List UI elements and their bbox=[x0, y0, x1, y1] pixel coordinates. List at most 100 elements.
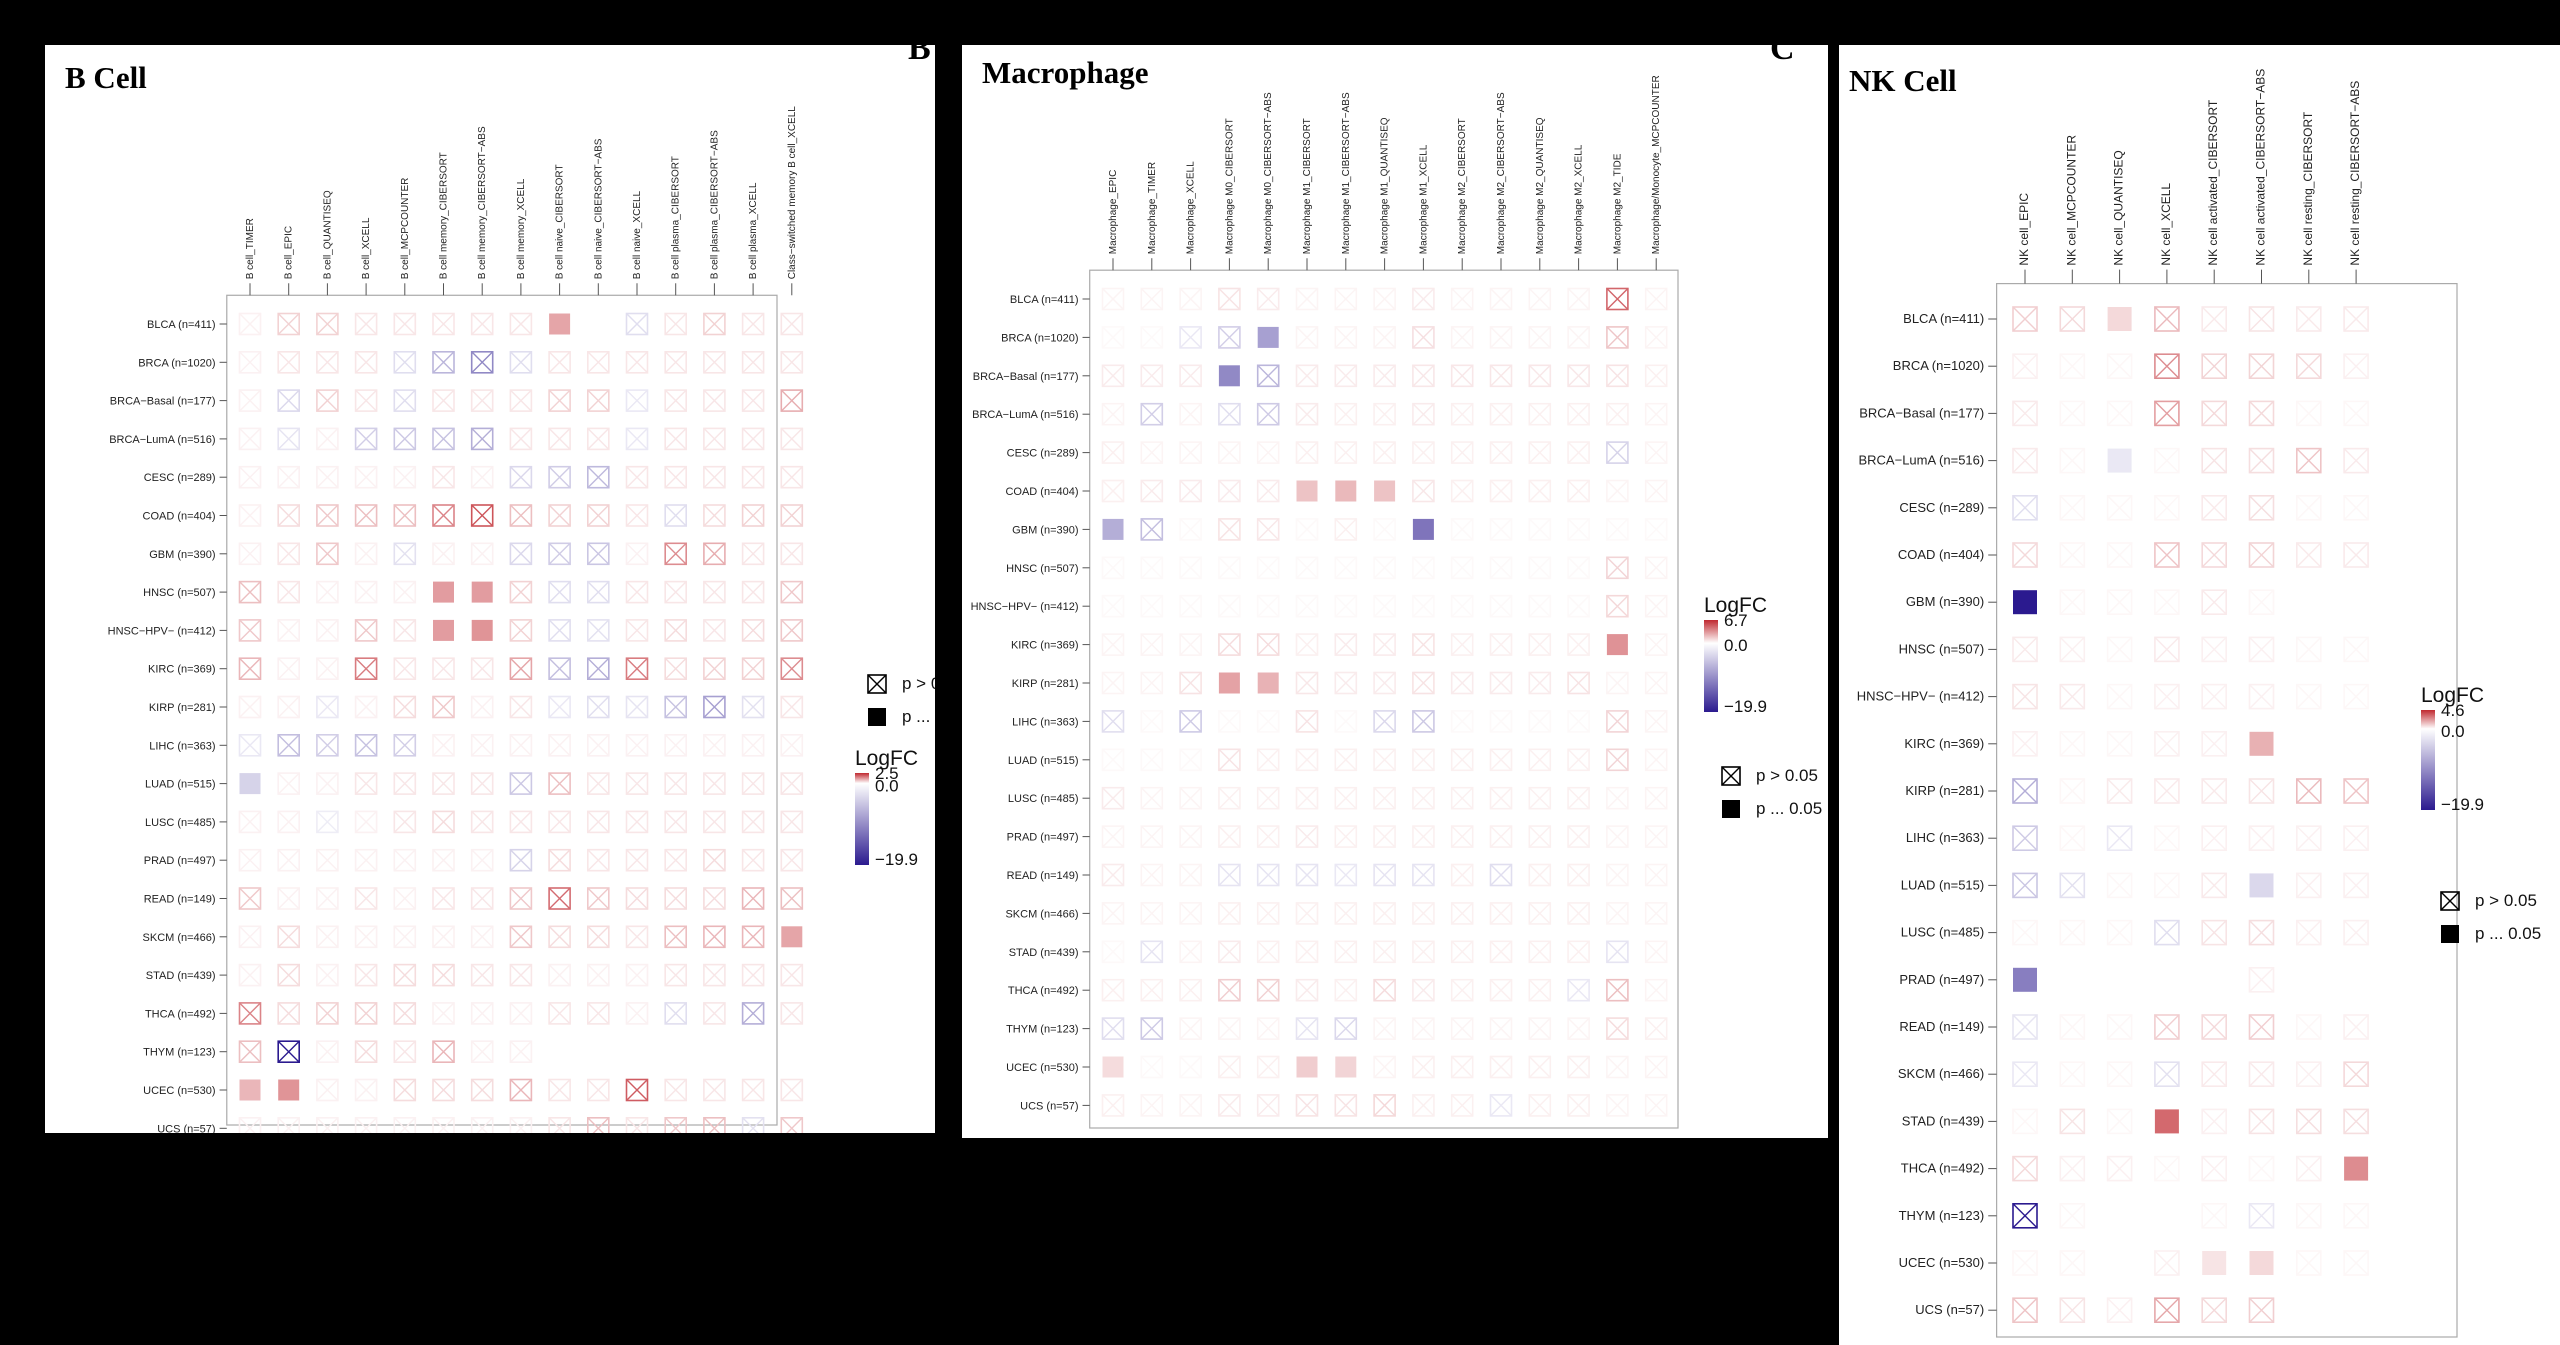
heatmap-cell bbox=[2201, 447, 2228, 474]
heatmap-cell bbox=[316, 619, 339, 642]
heatmap-cell bbox=[2154, 447, 2180, 474]
heatmap-cell bbox=[1528, 402, 1552, 426]
heatmap-cell bbox=[1101, 786, 1125, 810]
heatmap-cell bbox=[1412, 1017, 1435, 1040]
heatmap-cell bbox=[2154, 494, 2180, 521]
heatmap-cell bbox=[780, 887, 804, 910]
row-label: KIRC (n=369) bbox=[148, 664, 216, 676]
heatmap-cell bbox=[277, 619, 300, 642]
heatmap-cell bbox=[238, 1002, 262, 1025]
heatmap-cell bbox=[2012, 730, 2038, 757]
heatmap-cell bbox=[2249, 1251, 2274, 1275]
heatmap-cell bbox=[2106, 1108, 2133, 1135]
heatmap-cell bbox=[1567, 671, 1590, 695]
heatmap-cell bbox=[2154, 636, 2180, 663]
heatmap-cell bbox=[1140, 633, 1164, 656]
heatmap-cell bbox=[1606, 786, 1629, 810]
heatmap-cell bbox=[1140, 825, 1164, 848]
row-label: GBM (n=390) bbox=[1012, 524, 1078, 536]
heatmap-cell bbox=[703, 350, 726, 374]
heatmap-cell bbox=[2012, 353, 2038, 380]
heatmap-cell bbox=[470, 504, 494, 527]
heatmap-cell bbox=[432, 427, 455, 451]
heatmap-cell bbox=[1295, 1094, 1319, 1117]
heatmap-cell bbox=[2201, 1061, 2228, 1088]
heatmap-cell bbox=[1335, 480, 1357, 502]
column-label: B cell memory_CIBERSORT−ABS bbox=[477, 126, 488, 279]
heatmap-cell bbox=[1140, 710, 1164, 733]
heatmap-cell bbox=[1450, 556, 1474, 580]
heatmap-cell bbox=[1412, 402, 1435, 426]
heatmap-cell bbox=[393, 580, 417, 604]
heatmap-cell bbox=[741, 887, 765, 910]
heatmap-cell bbox=[239, 1079, 261, 1101]
heatmap-cell bbox=[316, 1117, 339, 1133]
row-label: THCA (n=492) bbox=[145, 1008, 216, 1020]
heatmap-cell bbox=[703, 1040, 726, 1064]
heatmap-cell bbox=[780, 542, 804, 566]
heatmap-cell bbox=[277, 772, 300, 795]
heatmap-cell bbox=[703, 465, 726, 489]
heatmap-cell bbox=[2059, 1250, 2086, 1276]
heatmap-cell bbox=[277, 810, 300, 834]
heatmap-cell bbox=[780, 963, 804, 987]
heatmap-cell bbox=[586, 1002, 610, 1025]
heatmap-cell bbox=[354, 619, 378, 642]
heatmap-cell bbox=[625, 733, 649, 757]
heatmap-cell bbox=[548, 1040, 571, 1064]
heatmap-cell bbox=[1179, 748, 1202, 772]
heatmap-cell bbox=[238, 312, 262, 336]
heatmap-cell bbox=[354, 1040, 378, 1064]
heatmap-cell bbox=[2154, 306, 2180, 332]
heatmap-cell bbox=[1256, 1017, 1280, 1040]
heatmap-cell bbox=[2059, 1061, 2086, 1088]
heatmap-cell bbox=[470, 657, 494, 681]
heatmap-cell bbox=[509, 389, 533, 412]
heatmap-cell bbox=[2248, 494, 2275, 521]
heatmap-cell bbox=[1373, 1094, 1396, 1117]
heatmap-cell bbox=[1334, 326, 1358, 349]
heatmap-cell bbox=[1567, 479, 1590, 503]
heatmap-cell bbox=[1334, 633, 1358, 656]
heatmap-cell bbox=[703, 695, 726, 719]
heatmap-cell bbox=[509, 542, 533, 566]
legend-sig-label: p ... 0.05 bbox=[2475, 924, 2541, 943]
heatmap-cell bbox=[1567, 940, 1590, 964]
heatmap-cell bbox=[238, 350, 262, 374]
heatmap-cell bbox=[316, 1078, 339, 1102]
heatmap-cell bbox=[664, 695, 688, 719]
heatmap-cell bbox=[2106, 400, 2133, 427]
heatmap-cell bbox=[2106, 1155, 2133, 1182]
heatmap-cell bbox=[1606, 479, 1629, 503]
legend-sig-label: p ... 0.05 bbox=[1756, 799, 1822, 818]
heatmap-cell bbox=[2343, 1061, 2369, 1088]
heatmap-cell bbox=[1606, 441, 1629, 464]
heatmap-cell bbox=[2154, 1014, 2180, 1040]
heatmap-cell bbox=[354, 848, 378, 872]
heatmap-cell bbox=[703, 619, 726, 642]
heatmap-cell bbox=[586, 848, 610, 872]
heatmap-cell bbox=[2154, 1155, 2180, 1182]
heatmap-cell bbox=[548, 848, 571, 872]
heatmap-cell bbox=[509, 465, 533, 489]
heatmap-cell bbox=[1450, 364, 1474, 388]
heatmap-cell bbox=[586, 887, 610, 910]
heatmap-cell bbox=[393, 925, 417, 949]
heatmap-cell bbox=[2248, 966, 2275, 993]
heatmap-cell bbox=[1256, 710, 1280, 733]
heatmap-cell bbox=[1528, 287, 1552, 311]
heatmap-cell bbox=[1644, 556, 1668, 580]
heatmap-cell bbox=[2201, 636, 2228, 663]
column-label: Macrophage M1_XCELL bbox=[1418, 144, 1429, 254]
row-label: GBM (n=390) bbox=[149, 549, 215, 561]
heatmap-cell bbox=[586, 542, 610, 566]
heatmap-cell bbox=[509, 580, 533, 604]
column-label: B cell_QUANTISEQ bbox=[322, 190, 333, 279]
heatmap-cell bbox=[1606, 1055, 1629, 1079]
heatmap-cell bbox=[548, 772, 571, 795]
row-label: HNSC−HPV− (n=412) bbox=[108, 625, 216, 637]
row-label: LUSC (n=485) bbox=[1901, 925, 1984, 940]
nkcell-heatmap: NK cell_EPIC NK cell_MCPCOUNTER NK cell_QU… bbox=[1857, 69, 2541, 1338]
heatmap-cell bbox=[2012, 636, 2038, 663]
heatmap-cell bbox=[664, 1117, 688, 1133]
